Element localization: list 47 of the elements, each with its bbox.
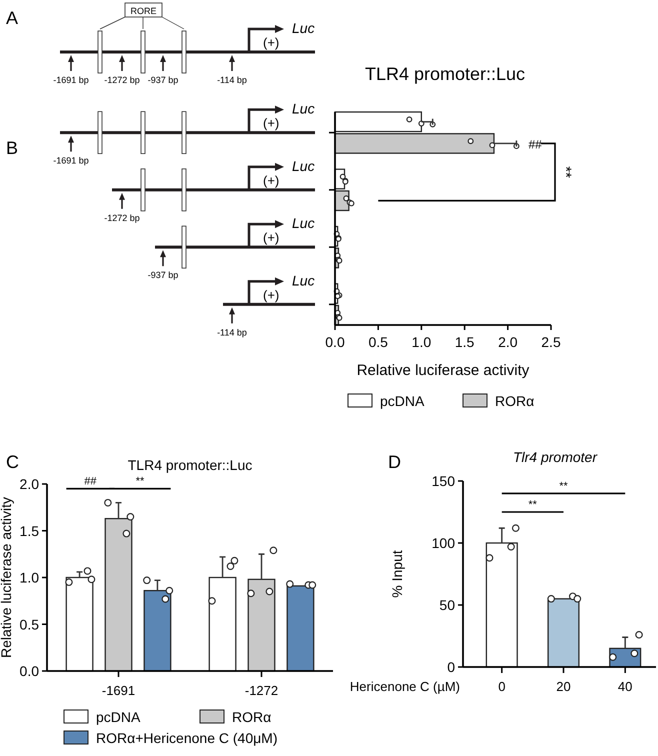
legend-label: RORα: [495, 393, 534, 409]
x-axis-title: Hericenone C (µM): [350, 679, 460, 694]
x-tick-label: -1691: [102, 683, 136, 698]
y-tick-label: 150: [432, 473, 456, 489]
y-tick-label: 2.0: [20, 476, 40, 492]
bar: [208, 576, 236, 672]
text: **: [557, 166, 574, 178]
x-tick-label: 0: [498, 679, 506, 694]
annotation: ##: [84, 476, 98, 488]
annotation: **: [528, 499, 538, 511]
bar: [486, 542, 518, 668]
text: C: [6, 452, 19, 472]
x-tick-label: -1272: [244, 683, 278, 698]
annotation: **: [136, 476, 145, 488]
chart-title: TLR4 promoter::Luc: [128, 457, 252, 473]
x-tick-label: 2.5: [541, 334, 561, 350]
annotation: ##: [528, 137, 542, 152]
x-tick-label: 0.5: [368, 334, 388, 350]
x-tick-label: 1.5: [454, 334, 475, 350]
text: B: [6, 138, 18, 158]
chart-title: Tlr4 promoter: [512, 449, 598, 465]
text: A: [6, 8, 18, 28]
text: D: [388, 452, 401, 472]
annotation: **: [559, 480, 568, 492]
x-tick-label: 20: [556, 679, 571, 694]
chart-title: TLR4 promoter::Luc: [364, 64, 526, 84]
y-axis-title: Relative luciferase activity: [0, 496, 14, 658]
y-tick-label: 1.5: [20, 522, 40, 539]
y-tick-label: 1.0: [20, 570, 40, 586]
x-tick-label: 40: [618, 679, 632, 694]
y-tick-label: 0.5: [20, 616, 40, 632]
promoter-diagram: RORE Luc (+) -1691 bp -1272 bp -937 bp -114 bp: [53, 2, 315, 85]
bar: [144, 590, 172, 672]
legend-label: RORα: [232, 709, 272, 725]
legend-label: pcDNA: [380, 393, 426, 409]
y-tick-label: 0.0: [20, 663, 40, 679]
x-axis-title: Relative luciferase activity: [356, 362, 530, 379]
y-tick-label: 100: [432, 535, 456, 551]
y-tick-label: 0: [447, 659, 456, 675]
x-tick-label: 2.0: [498, 334, 518, 350]
y-axis-title: % Input: [389, 550, 405, 598]
legend-label: pcDNA: [96, 709, 142, 725]
legend-label: RORα+Hericenone C (40μM): [96, 730, 278, 746]
bar: [248, 578, 276, 672]
x-tick-label: 1.0: [412, 334, 432, 350]
x-tick-label: 0.0: [325, 334, 345, 350]
y-tick-label: 50: [439, 597, 456, 613]
